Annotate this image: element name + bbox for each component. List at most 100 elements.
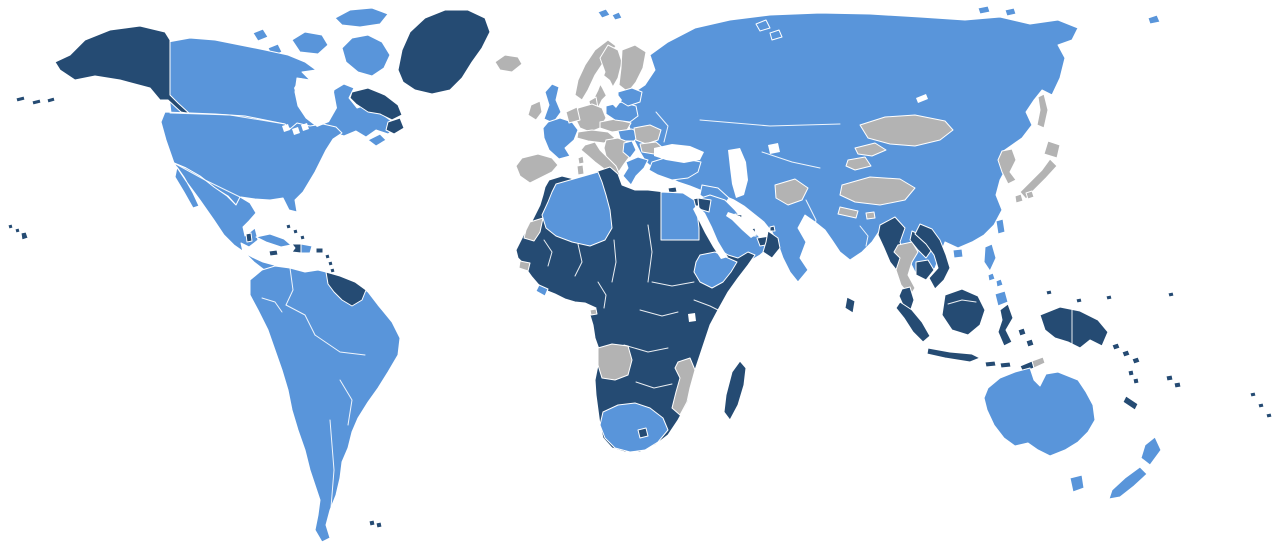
region-newfoundland [385, 117, 405, 135]
region-aleutians [15, 95, 56, 106]
black-sea [654, 144, 704, 163]
region-poland [605, 101, 639, 123]
region-uk [543, 83, 562, 124]
border-drc-east [639, 309, 679, 317]
region-equatorial-guinea [589, 308, 598, 316]
region-new-guinea [1039, 306, 1109, 349]
region-cyprus [667, 186, 678, 194]
border-ecuador [261, 297, 283, 313]
region-corsica-sardinia [576, 155, 585, 176]
region-romania [633, 124, 662, 145]
region-guyanas [325, 271, 367, 307]
region-svalbard [597, 8, 623, 21]
region-arctic-islands-ru [755, 5, 1161, 41]
region-tajikistan [845, 156, 872, 171]
region-lesotho [637, 427, 649, 439]
border-kazakh-uzbek [761, 151, 821, 169]
border-kazakh-russia [699, 119, 841, 127]
region-nepal [837, 206, 859, 219]
region-greenland [397, 9, 491, 95]
hudson-bay [294, 78, 337, 127]
region-tibet [839, 176, 916, 206]
region-east-timor [1031, 356, 1046, 369]
region-bhutan [865, 211, 876, 220]
region-kyrgyzstan [854, 142, 887, 157]
region-philippines [983, 243, 1009, 307]
region-algeria [541, 171, 613, 247]
border-argentina-chile [329, 419, 335, 521]
aral-sea [768, 143, 780, 154]
region-iceland [494, 54, 523, 73]
region-greece [622, 156, 649, 186]
region-sri-lanka [844, 296, 856, 314]
region-australia [983, 367, 1096, 457]
region-bahamas [285, 223, 306, 241]
region-japan-kyushu [1014, 190, 1035, 204]
region-fiji [1165, 374, 1182, 389]
region-jordan [697, 197, 712, 213]
region-canadian-arctic [237, 7, 391, 77]
region-finland [618, 44, 647, 93]
border-niger-chad [611, 239, 617, 283]
region-ireland [527, 100, 543, 121]
border-india-pakistan [805, 199, 817, 241]
region-mexico-central-america [173, 162, 282, 276]
border-zambia-zimbabwe [635, 381, 673, 389]
region-haiti [291, 243, 302, 254]
baltic-sea [596, 72, 622, 108]
region-cuba [255, 233, 292, 248]
border-colombia-venezuela [285, 267, 294, 306]
region-micronesia [1045, 289, 1175, 304]
region-mozambique [671, 357, 696, 416]
region-oman [762, 225, 781, 259]
region-sakhalin [1036, 93, 1049, 129]
region-jamaica [268, 249, 279, 257]
border-sudan-south [651, 281, 695, 287]
region-taiwan [995, 218, 1006, 235]
region-serbia [622, 140, 637, 159]
region-madagascar [723, 360, 747, 421]
region-solomons [1111, 342, 1141, 365]
region-borneo [941, 288, 986, 336]
region-egypt [660, 191, 700, 241]
region-hawaii [7, 223, 29, 241]
region-south-africa [599, 402, 669, 453]
region-lesser-sunda [984, 360, 1012, 369]
region-france [542, 117, 579, 160]
region-tasmania [1069, 474, 1085, 493]
region-puerto-rico [315, 247, 324, 254]
border-us-mexico [173, 162, 241, 198]
great-lakes [282, 123, 309, 135]
region-moluccas [1017, 327, 1035, 348]
border-india-bangladesh [859, 225, 869, 247]
region-angola [597, 343, 633, 381]
region-falklands [368, 519, 383, 529]
lake-baikal [916, 94, 928, 103]
region-thailand [893, 241, 919, 297]
region-liberia [535, 284, 549, 297]
region-belize [245, 232, 253, 243]
region-mongolia [859, 114, 954, 147]
border-peru-brazil [285, 304, 316, 336]
region-java [926, 347, 981, 363]
red-sea [693, 205, 728, 259]
region-new-zealand-north [1140, 436, 1162, 466]
border-ukraine-russia [655, 111, 669, 143]
region-afghanistan [774, 178, 809, 206]
persian-gulf [726, 212, 757, 238]
region-vanuatu [1127, 369, 1140, 385]
region-alaska [54, 25, 191, 115]
region-japan-hokkaido [1043, 140, 1061, 159]
border-nigeria-cameroon [597, 281, 607, 309]
caspian-sea [728, 148, 748, 198]
region-dominican-republic [300, 243, 313, 254]
region-south-america [249, 265, 401, 543]
border-us-canada [169, 112, 286, 125]
border-borneo-malaysia [947, 299, 977, 305]
border-kenya-tanzania [693, 299, 719, 311]
region-sulawesi [997, 303, 1014, 347]
region-nova-scotia [367, 133, 387, 147]
region-hainan [952, 248, 964, 259]
